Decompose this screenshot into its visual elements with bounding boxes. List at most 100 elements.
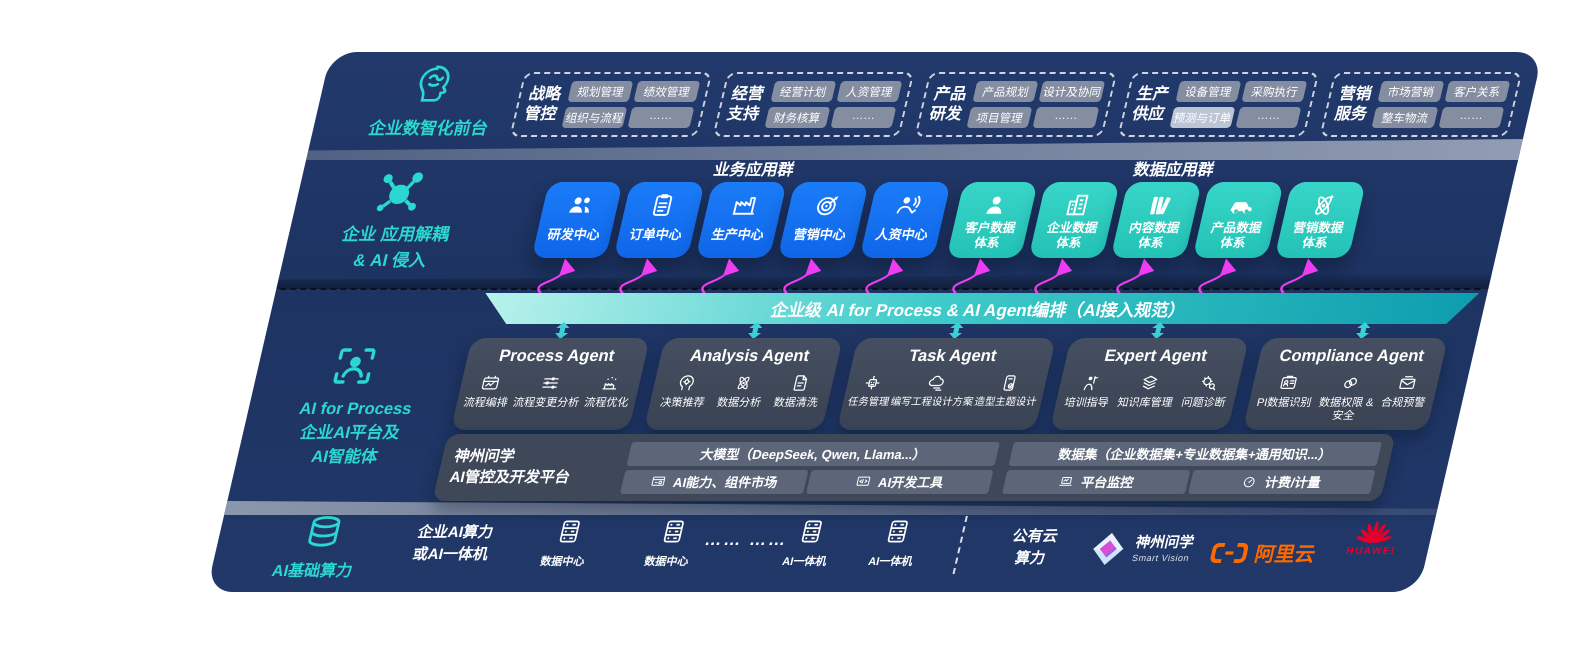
agents-row: Process Agent 流程编排 流程变更分析 流程优化 (450, 338, 1448, 430)
agent-capability: 知识库管理 (1116, 373, 1179, 410)
alicloud-name: 阿里云 (1252, 544, 1318, 566)
agent-capability: 决策推荐 (659, 373, 711, 410)
tile-marketing-data: 营销数据 体系 (1274, 182, 1366, 258)
server-icon (887, 520, 908, 543)
tile-content-data: 内容数据 体系 (1110, 182, 1202, 258)
front-tag: 经营计划 (770, 81, 837, 102)
smartvision-logo: 神州问学 Smart Vision (1086, 531, 1196, 567)
group-title: 战略 管控 (522, 86, 564, 123)
scan-person-icon (333, 348, 376, 384)
tile-label: 生产中心 (710, 227, 766, 242)
front-tag: 组织与流程 (561, 107, 628, 128)
apps-layer-label: 企业 应用解耦 & AI 侵入 (340, 225, 452, 271)
tile-label: 订单中心 (628, 227, 684, 242)
knowledge-layers-icon (1142, 375, 1158, 390)
front-tag: …… (830, 107, 897, 128)
business-tiles-row: 研发中心 订单中心 生产中心 营销中心 (531, 182, 951, 258)
tile-enterprise-data: 企业数据 体系 (1028, 182, 1120, 258)
tile-label: 研发中心 (546, 227, 602, 242)
business-apps-header: 业务应用群 (711, 162, 796, 179)
tile-label: 人资中心 (874, 227, 930, 242)
front-tag: …… (1438, 107, 1505, 128)
target-icon (817, 196, 839, 216)
clean-doc-icon (793, 375, 807, 391)
agent-card-expert: Expert Agent 培训指导 知识库管理 问题诊断 (1049, 338, 1249, 430)
agent-title: Task Agent (907, 347, 999, 365)
component-market-icon (651, 476, 666, 486)
front-tag: 市场营销 (1377, 81, 1444, 102)
workflow-icon (481, 375, 499, 390)
orchestration-bar: 企业级 AI for Process & AI Agent编排（AI接入规范） (478, 293, 1479, 324)
huawei-logo: HUAWEI (1332, 518, 1415, 557)
alert-mail-icon (1399, 376, 1416, 390)
tile-label: 客户数据 体系 (963, 221, 1017, 250)
atom-icon (1315, 195, 1334, 215)
sync-arrow-icon (1151, 322, 1166, 339)
monitor-icon (1059, 476, 1072, 486)
devtool-cell: AI开发工具 (805, 469, 994, 494)
front-groups-row: 战略 管控 规划管理 绩效管理 组织与流程 …… 经营 支持 经营计划 人资管理… (509, 72, 1523, 137)
dev-tools-icon (856, 476, 871, 486)
cloud-design-icon (928, 375, 944, 391)
agent-capability: 造型主题设计 (973, 373, 1043, 409)
agent-capability: 数据分析 (715, 373, 767, 410)
front-tag: 设计及协同 (1038, 81, 1106, 102)
platform-name: 神州问学 AI管控及开发平台 (447, 448, 572, 486)
monitor-cell: 平台监控 (1002, 469, 1191, 494)
platform-edge-top (306, 139, 1523, 160)
front-layer-label: 企业数智化前台 (366, 119, 491, 138)
agent-capability: 流程优化 (583, 373, 635, 410)
molecule-icon (376, 172, 423, 212)
agent-title: Compliance Agent (1277, 347, 1427, 365)
tile-rd-center: 研发中心 (531, 182, 623, 258)
agent-card-analysis: Analysis Agent 决策推荐 数据分析 数据清洗 (643, 338, 843, 430)
car-icon (1230, 202, 1252, 214)
sliders-icon (542, 377, 559, 389)
group-title: 营销 服务 (1333, 86, 1374, 123)
training-icon (1083, 376, 1099, 391)
agent-title: Process Agent (497, 347, 617, 365)
metering-cell: 计费/计量 (1187, 469, 1376, 494)
agent-capability: PI数据识别 (1252, 373, 1318, 422)
alicloud-logo: 阿里云 (1206, 538, 1319, 567)
server-item-appliance: AI一体机 (854, 518, 936, 569)
clipboard-icon (652, 194, 673, 216)
tile-label: 内容数据 体系 (1127, 221, 1181, 250)
atom-icon (737, 376, 750, 390)
front-tag: …… (627, 107, 694, 128)
tile-customer-data: 客户数据 体系 (946, 182, 1038, 258)
tile-label: 营销中心 (792, 227, 848, 242)
brain-icon (419, 65, 450, 102)
sync-arrow-icon (748, 322, 763, 339)
enterprise-compute-label: 企业AI算力 或AI一体机 (411, 524, 496, 563)
front-group-strategy: 战略 管控 规划管理 绩效管理 组织与流程 …… (509, 72, 712, 137)
public-cloud-label: 公有云 算力 (1010, 528, 1060, 567)
sync-arrow-icon (1356, 322, 1371, 339)
team-icon (569, 197, 590, 213)
vertical-dashed-divider (952, 516, 968, 574)
agent-card-process: Process Agent 流程编排 流程变更分析 流程优化 (450, 338, 650, 430)
market-cell: AI能力、组件市场 (620, 469, 809, 494)
id-card-icon (1280, 375, 1297, 390)
architecture-panel: 企业数智化前台 战略 管控 规划管理 绩效管理 组织与流程 …… 经营 支持 经… (206, 52, 1543, 592)
group-title: 生产 供应 (1130, 86, 1171, 123)
database-icon (308, 516, 341, 547)
platform-edge-bottom (224, 501, 1439, 515)
tile-label: 企业数据 体系 (1045, 221, 1099, 250)
front-group-product: 产品 研发 产品规划 设计及协同 项目管理 …… (914, 72, 1118, 137)
alicloud-bracket-icon (1210, 542, 1249, 563)
tile-label: 营销数据 体系 (1291, 221, 1345, 250)
theme-design-icon (1003, 375, 1016, 391)
agent-capability: 流程编排 (462, 373, 514, 410)
dataset-bar: 数据集（企业数据集+专业数据集+通用知识...） (1008, 441, 1383, 466)
front-tag: 项目管理 (966, 107, 1033, 128)
front-tag: 规划管理 (567, 81, 634, 102)
smartvision-name: 神州问学 (1133, 535, 1196, 552)
group-title: 产品 研发 (927, 86, 969, 123)
sync-arrow-icon (555, 322, 570, 339)
ai-platform-layer-label: AI for Process 企业AI平台及 AI智能体 (297, 400, 414, 466)
gauge-icon (1244, 476, 1255, 488)
tile-production-center: 生产中心 (695, 182, 787, 258)
diagnose-icon (1201, 376, 1215, 391)
